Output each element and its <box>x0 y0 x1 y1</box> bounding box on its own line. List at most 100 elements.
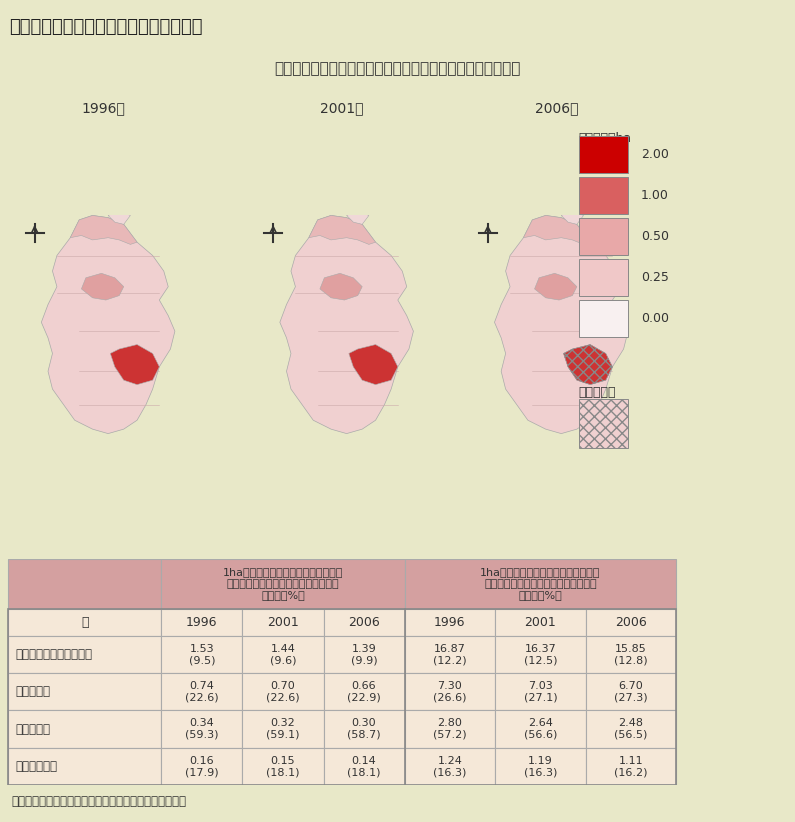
Text: 1996: 1996 <box>434 616 466 629</box>
Polygon shape <box>308 215 375 244</box>
Bar <box>242 608 324 636</box>
Text: 1.00: 1.00 <box>641 189 669 201</box>
Bar <box>161 748 242 785</box>
Bar <box>242 748 324 785</box>
Bar <box>161 559 405 608</box>
Text: 2.64
(56.6): 2.64 (56.6) <box>524 718 557 740</box>
Text: 16.37
(12.5): 16.37 (12.5) <box>524 644 557 665</box>
Bar <box>405 748 495 785</box>
Polygon shape <box>349 344 398 385</box>
Bar <box>586 748 676 785</box>
Text: 2.48
(56.5): 2.48 (56.5) <box>615 718 648 740</box>
Bar <box>495 673 586 710</box>
Bar <box>579 177 628 214</box>
Bar <box>586 636 676 673</box>
Text: 1996: 1996 <box>186 616 218 629</box>
Bar <box>324 636 405 673</box>
Bar <box>242 710 324 748</box>
Text: 県庁所在地: 県庁所在地 <box>579 386 616 399</box>
Bar <box>579 218 628 255</box>
Polygon shape <box>534 274 577 300</box>
Polygon shape <box>41 215 175 433</box>
Text: 16.87
(12.2): 16.87 (12.2) <box>433 644 467 665</box>
Polygon shape <box>347 211 369 224</box>
Bar <box>579 300 628 337</box>
Bar <box>161 673 242 710</box>
Bar <box>495 636 586 673</box>
Bar <box>495 608 586 636</box>
Polygon shape <box>108 211 130 224</box>
Text: 1.53
(9.5): 1.53 (9.5) <box>188 644 215 665</box>
Text: 0.70
(22.6): 0.70 (22.6) <box>266 681 300 703</box>
Polygon shape <box>320 274 363 300</box>
Text: 0.30
(58.7): 0.30 (58.7) <box>347 718 381 740</box>
Text: 0.74
(22.6): 0.74 (22.6) <box>185 681 219 703</box>
Text: 2.80
(57.2): 2.80 (57.2) <box>433 718 467 740</box>
Bar <box>324 673 405 710</box>
Bar <box>405 608 495 636</box>
Bar <box>405 636 495 673</box>
Text: 2.00: 2.00 <box>641 148 669 160</box>
Bar <box>579 136 628 173</box>
Text: 2001年: 2001年 <box>320 101 363 115</box>
Bar <box>495 710 586 748</box>
Bar <box>324 608 405 636</box>
Text: 1.44
(9.6): 1.44 (9.6) <box>270 644 297 665</box>
Text: 県庁所在地の占有率が高まるものの、事業所密度は低下傾向: 県庁所在地の占有率が高まるものの、事業所密度は低下傾向 <box>274 62 521 76</box>
Bar <box>405 673 495 710</box>
Bar <box>8 559 161 608</box>
Text: 2006: 2006 <box>615 616 647 629</box>
Bar <box>586 673 676 710</box>
Text: 0.15
(18.1): 0.15 (18.1) <box>266 755 300 777</box>
Bar <box>405 559 676 608</box>
Bar <box>8 608 161 636</box>
Text: 0.00: 0.00 <box>641 312 669 325</box>
Text: 1ha当たりの事業所数（事業所密度）
（　）内は東北地方に占める事業所数
の割合（%）: 1ha当たりの事業所数（事業所密度） （ ）内は東北地方に占める事業所数 の割合… <box>223 567 343 600</box>
Text: 政令指定都市（仙台市）: 政令指定都市（仙台市） <box>16 648 93 661</box>
Polygon shape <box>81 274 124 300</box>
Text: 2001: 2001 <box>267 616 299 629</box>
Bar <box>324 710 405 748</box>
Text: 年: 年 <box>81 616 88 629</box>
Text: 0.34
(59.3): 0.34 (59.3) <box>185 718 219 740</box>
Text: 第２－３－４図　東北地方の集積の変遷: 第２－３－４図 東北地方の集積の変遷 <box>10 18 203 35</box>
Polygon shape <box>111 344 159 385</box>
Bar <box>242 673 324 710</box>
Text: 7.03
(27.1): 7.03 (27.1) <box>524 681 557 703</box>
Bar <box>324 748 405 785</box>
Text: 6.70
(27.3): 6.70 (27.3) <box>614 681 648 703</box>
Text: 1.24
(16.3): 1.24 (16.3) <box>433 755 467 777</box>
Text: 県庁所在地: 県庁所在地 <box>16 686 51 698</box>
Text: 1.39
(9.9): 1.39 (9.9) <box>351 644 378 665</box>
Polygon shape <box>70 215 137 244</box>
Text: 0.16
(17.9): 0.16 (17.9) <box>185 755 219 777</box>
Bar <box>242 636 324 673</box>
Bar <box>586 710 676 748</box>
Text: 1.11
(16.2): 1.11 (16.2) <box>614 755 648 777</box>
Bar <box>161 710 242 748</box>
Text: 0.25: 0.25 <box>641 271 669 284</box>
Bar <box>161 636 242 673</box>
Text: 0.32
(59.1): 0.32 (59.1) <box>266 718 300 740</box>
Text: 15.85
(12.8): 15.85 (12.8) <box>614 644 648 665</box>
Text: （備考）総務省「地域別統計データベース」により作成: （備考）総務省「地域別統計データベース」により作成 <box>12 795 187 808</box>
Polygon shape <box>280 215 413 433</box>
Text: 2006: 2006 <box>348 616 380 629</box>
Polygon shape <box>523 215 590 244</box>
Text: 0.66
(22.9): 0.66 (22.9) <box>347 681 381 703</box>
Text: 2001: 2001 <box>525 616 556 629</box>
Polygon shape <box>494 215 628 433</box>
Bar <box>161 608 242 636</box>
Bar <box>8 608 676 785</box>
Bar <box>8 636 161 673</box>
Bar <box>8 710 161 748</box>
Bar <box>579 399 628 448</box>
Text: 1.19
(16.3): 1.19 (16.3) <box>524 755 557 777</box>
Text: 2006年: 2006年 <box>535 101 578 115</box>
Text: 1ha当たりの従業者数（従業者密度）
（　）内は東北地方に占める事業所数
の割合（%）: 1ha当たりの従業者数（従業者密度） （ ）内は東北地方に占める事業所数 の割合… <box>480 567 600 600</box>
Bar <box>495 748 586 785</box>
Text: その他の市: その他の市 <box>16 723 51 736</box>
Text: その他の町村: その他の町村 <box>16 760 58 773</box>
Polygon shape <box>564 344 612 385</box>
Text: 7.30
(26.6): 7.30 (26.6) <box>433 681 467 703</box>
